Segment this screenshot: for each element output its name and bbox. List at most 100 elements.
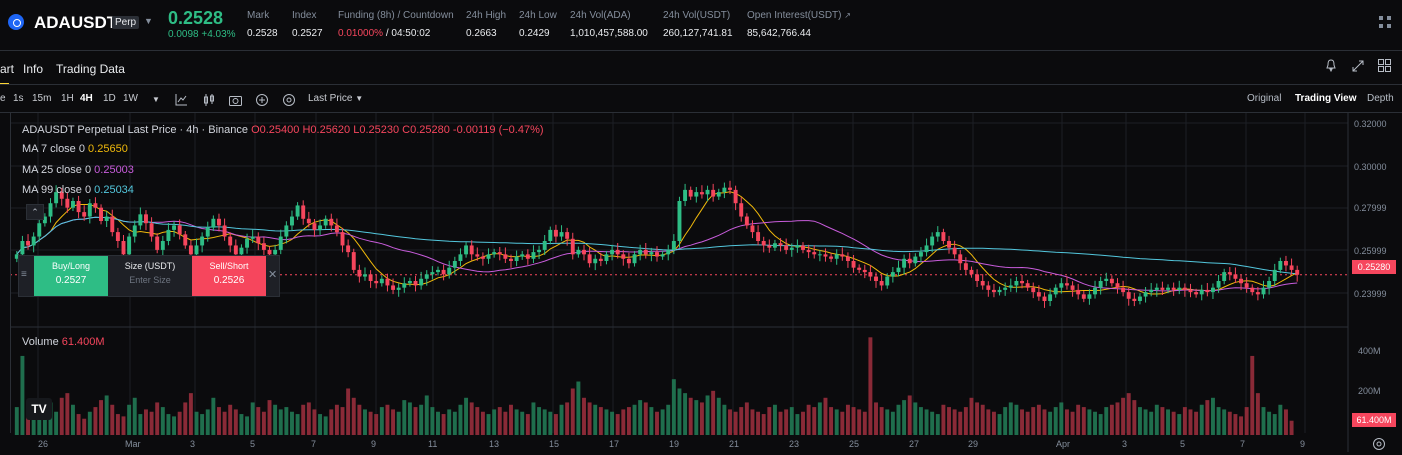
layout-icon[interactable]: [1378, 59, 1391, 77]
candle-body: [997, 289, 1002, 293]
volume-bar: [1053, 407, 1058, 435]
volume-bar: [329, 409, 334, 435]
perp-badge: Perp: [112, 16, 140, 29]
view-original[interactable]: Original: [1247, 93, 1282, 104]
candle-body: [1025, 283, 1030, 288]
volume-bar: [1070, 411, 1075, 435]
x-tick: 11: [428, 439, 438, 449]
volume-bar: [93, 407, 98, 435]
candle-body: [93, 203, 98, 208]
stat-label-vol-usdt: 24h Vol(USDT): [663, 10, 731, 21]
volume-bar: [671, 379, 676, 435]
candle-body: [958, 254, 963, 264]
candle-body: [812, 252, 817, 255]
volume-bar: [334, 404, 339, 435]
bell-icon[interactable]: [1325, 59, 1337, 77]
sell-short-button[interactable]: Sell/Short 0.2526: [192, 256, 266, 296]
interval-dropdown-icon[interactable]: ▼: [152, 95, 160, 104]
volume-bar: [643, 402, 648, 435]
volume-bar: [26, 411, 31, 435]
candle-body: [228, 236, 233, 246]
candle-body: [233, 245, 238, 255]
volume-bar: [767, 407, 772, 435]
volume-bar: [812, 407, 817, 435]
volume-bar: [1014, 404, 1019, 435]
volume-bar: [1250, 355, 1255, 435]
view-trading-view[interactable]: Trading View: [1295, 93, 1357, 104]
candle-body: [1239, 278, 1244, 284]
interval-4h[interactable]: 4H: [80, 93, 93, 104]
volume-bar: [1020, 409, 1024, 435]
candle-body: [480, 256, 485, 259]
volume-bar: [233, 409, 238, 435]
volume-bar: [402, 400, 407, 435]
candle-type-icon[interactable]: [203, 93, 215, 111]
volume-bar: [795, 414, 800, 435]
chart-legend-title: ADAUSDT Perpetual Last Price · 4h · Bina…: [22, 124, 544, 136]
view-depth[interactable]: Depth: [1367, 93, 1394, 104]
size-input[interactable]: Size (USDT) Enter Size: [108, 256, 192, 296]
candle-body: [1126, 292, 1131, 299]
candle-body: [694, 192, 699, 197]
indicator-icon[interactable]: [175, 93, 188, 111]
volume-bar: [587, 402, 592, 435]
volume-bar: [1121, 397, 1126, 435]
candle-body: [1177, 287, 1182, 290]
settings-icon[interactable]: [283, 93, 295, 111]
fullscreen-icon[interactable]: [1352, 59, 1364, 77]
candle-body: [211, 218, 216, 228]
drawing-toolbar[interactable]: [0, 113, 11, 433]
volume-bar: [862, 411, 867, 435]
add-icon[interactable]: [256, 93, 268, 111]
tradingview-logo[interactable]: TV: [26, 398, 52, 420]
candle-body: [548, 229, 553, 241]
tab-trading-data[interactable]: Trading Data: [56, 62, 125, 76]
interval-1d[interactable]: 1D: [103, 93, 116, 104]
candle-body: [1008, 285, 1013, 288]
candle-body: [801, 245, 805, 250]
volume-bar: [750, 409, 755, 435]
buy-long-button[interactable]: Buy/Long 0.2527: [34, 256, 108, 296]
interval-1w[interactable]: 1W: [123, 93, 138, 104]
candle-body: [1098, 281, 1103, 288]
interval-1h[interactable]: 1H: [61, 93, 74, 104]
candle-body: [413, 281, 418, 286]
interval-15m[interactable]: 15m: [32, 93, 52, 104]
candle-body: [351, 252, 356, 270]
legend-ma25: MA 25 close 0 0.25003: [22, 164, 134, 176]
candle-body: [649, 252, 654, 255]
tab-info[interactable]: Info: [23, 62, 44, 76]
volume-bar: [952, 409, 957, 435]
symbol-dropdown-icon[interactable]: ▼: [144, 16, 153, 26]
volume-bar: [256, 407, 261, 435]
symbol-name[interactable]: ADAUSDT: [34, 13, 118, 32]
stat-value-vol-usdt: 260,127,741.81: [663, 28, 733, 39]
grid-menu-icon[interactable]: [1379, 15, 1391, 28]
volume-bar: [340, 407, 345, 435]
tab-chart[interactable]: art: [0, 62, 15, 76]
price-chart[interactable]: [0, 113, 1402, 452]
candle-body: [924, 245, 929, 253]
stat-label-oi[interactable]: Open Interest(USDT) ↗: [747, 10, 851, 21]
candle-body: [1171, 287, 1176, 290]
interval-1s[interactable]: 1s: [13, 93, 24, 104]
interval-time[interactable]: e: [0, 93, 6, 104]
candle-body: [273, 249, 278, 255]
buy-price: 0.2527: [55, 275, 87, 286]
close-icon[interactable]: ✕: [268, 269, 278, 281]
candle-body: [1205, 289, 1210, 293]
drag-handle-icon[interactable]: ≡: [21, 269, 27, 280]
x-tick: 29: [968, 439, 979, 449]
price-type-select[interactable]: Last Price ▼: [308, 93, 364, 104]
volume-bar: [379, 407, 384, 435]
chart-settings-icon[interactable]: [1373, 437, 1385, 450]
stat-value-index: 0.2527: [292, 28, 323, 39]
camera-icon[interactable]: [229, 93, 242, 111]
volume-bar: [59, 397, 64, 435]
candle-body: [896, 267, 901, 273]
candle-body: [705, 189, 710, 195]
candle-body: [1087, 294, 1092, 299]
candle-body: [334, 225, 339, 233]
candle-body: [902, 258, 907, 268]
collapse-legend-icon[interactable]: ⌃: [26, 204, 44, 220]
